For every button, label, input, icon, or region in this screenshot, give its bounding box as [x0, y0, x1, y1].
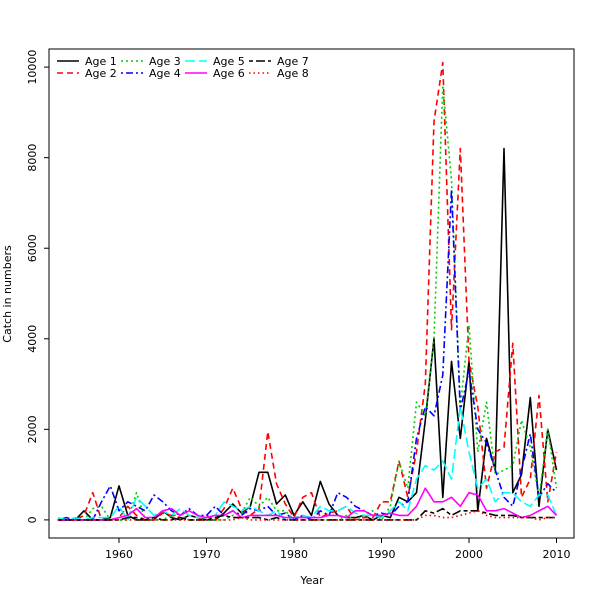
x-tick-label: 1970: [193, 548, 221, 561]
y-tick-label: 2000: [26, 415, 39, 443]
x-tick-label: 1990: [368, 548, 396, 561]
series-line-age-3: [57, 84, 558, 521]
legend-label: Age 5: [213, 55, 245, 68]
y-tick-label: 4000: [26, 325, 39, 353]
series-line-age-1: [57, 147, 558, 521]
legend-label: Age 4: [149, 67, 181, 80]
legend-label: Age 8: [277, 67, 309, 80]
x-tick-label: 1980: [280, 548, 308, 561]
legend-label: Age 6: [213, 67, 245, 80]
plot-frame: [48, 48, 575, 539]
series-line-age-5: [57, 405, 558, 521]
x-tick-label: 1960: [105, 548, 133, 561]
axis-layer: 1960 1970 1980 1990 2000 2010 0 2000 4000 6000 800…: [26, 48, 575, 561]
x-axis-label: Year: [299, 574, 324, 587]
series-line-age-6: [57, 487, 558, 521]
y-tick-label: 10000: [26, 50, 39, 85]
x-tick-label: 2000: [455, 548, 483, 561]
series-line-age-7: [57, 507, 557, 521]
legend-label: Age 1: [85, 55, 117, 68]
legend-label: Age 2: [85, 67, 117, 80]
y-tick-label: 0: [26, 516, 39, 523]
y-tick-label: 6000: [26, 234, 39, 262]
y-axis-label: Catch in numbers: [1, 245, 14, 343]
series-line-age-4: [57, 188, 558, 521]
y-tick-label: 8000: [26, 144, 39, 172]
series-line-age-2: [57, 61, 558, 521]
legend-label: Age 7: [277, 55, 309, 68]
legend-label: Age 3: [149, 55, 181, 68]
x-tick-label: 2010: [543, 548, 571, 561]
plot-layer: [57, 61, 558, 521]
